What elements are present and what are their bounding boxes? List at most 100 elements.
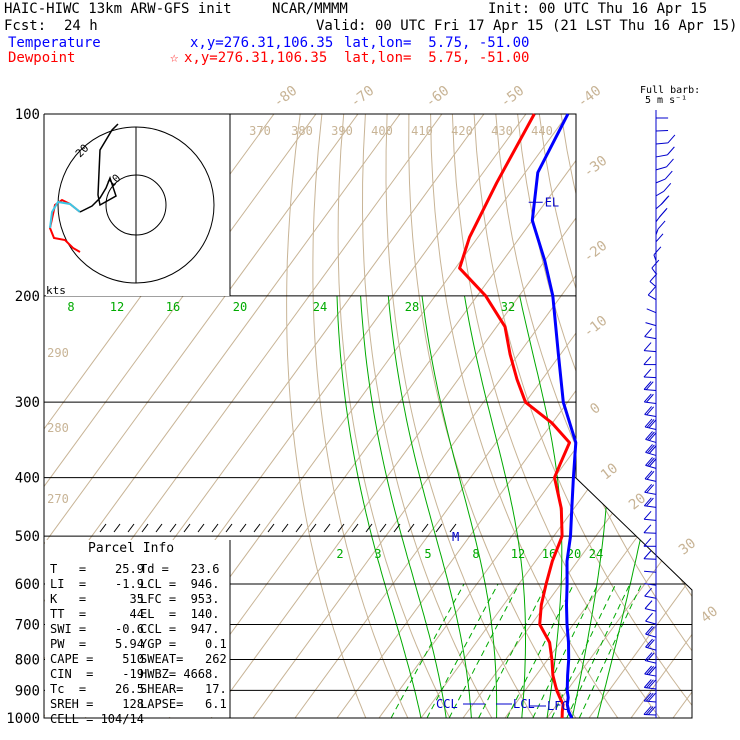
wind-barb-shaft bbox=[644, 595, 657, 599]
pressure-tick-label: 300 bbox=[15, 395, 40, 411]
wind-barb-flag bbox=[643, 356, 652, 365]
dry-adiabat-line bbox=[604, 114, 692, 718]
wind-barb-flag bbox=[644, 328, 653, 337]
wind-barb-shaft bbox=[644, 336, 657, 340]
wind-barb-flag bbox=[659, 208, 667, 218]
isotherm-side-label: 40 bbox=[698, 603, 721, 626]
lcl-label: LCL bbox=[513, 697, 535, 711]
parcel-info-value: EL = 140. bbox=[140, 607, 219, 621]
wind-barb-flag bbox=[646, 679, 654, 689]
wind-barb-shaft bbox=[649, 281, 657, 288]
wind-barb-flag bbox=[643, 393, 652, 403]
profile-temperature bbox=[530, 113, 578, 719]
wind-barb-flag bbox=[643, 381, 652, 390]
wind-barb-flag bbox=[657, 220, 666, 230]
mixing-ratio-line bbox=[426, 583, 499, 718]
hatch-tick bbox=[197, 523, 205, 533]
hatch-tick bbox=[323, 523, 331, 533]
hodograph-background bbox=[46, 116, 230, 296]
wind-barb-flag bbox=[644, 665, 653, 675]
parcel-info-label: SREH = 128 bbox=[50, 697, 144, 711]
parcel-info-value: HWBZ= 4668. bbox=[140, 667, 219, 681]
wind-barb-flag bbox=[646, 497, 654, 507]
dry-adiabat-line bbox=[337, 114, 451, 718]
parcel-info-label: K = 35 bbox=[50, 592, 144, 606]
dewpoint-star-icon: ☆ bbox=[170, 50, 179, 66]
wind-barb-shaft bbox=[643, 532, 657, 534]
wind-barb-flag bbox=[647, 444, 655, 454]
isotherm-line bbox=[44, 114, 418, 718]
wind-barb-shaft bbox=[655, 154, 668, 158]
parcel-info-label: T = 25.9 bbox=[50, 562, 144, 576]
mixing-ratio-lower-label: 2 bbox=[336, 547, 343, 561]
hatch-tick bbox=[267, 523, 275, 533]
parcel-info-label: CAPE = 510 bbox=[50, 652, 144, 666]
parcel-info-value: Td = 23.6 bbox=[140, 562, 219, 576]
hodograph-unit-label: kts bbox=[46, 284, 66, 297]
dry-adiabat-line bbox=[430, 114, 619, 718]
profile-dewpoint bbox=[458, 113, 571, 719]
theta-label: 430 bbox=[491, 124, 513, 138]
wind-barb-shaft bbox=[644, 700, 657, 703]
pressure-tick-label: 900 bbox=[15, 683, 40, 699]
wind-barb-flag bbox=[644, 600, 653, 609]
wind-barb-flag bbox=[648, 458, 657, 467]
dry-adiabat-line bbox=[735, 114, 740, 718]
mixing-ratio-upper-label: 24 bbox=[313, 300, 327, 314]
isotherm-line bbox=[462, 114, 692, 718]
wind-barb-flag bbox=[655, 233, 664, 243]
wind-barb-shaft bbox=[643, 558, 657, 560]
parcel-info-label: SWI = -0.6 bbox=[50, 622, 144, 636]
isotherm-side-label: -20 bbox=[581, 238, 611, 266]
hatch-tick bbox=[435, 523, 443, 533]
wind-barb-flag bbox=[644, 470, 653, 480]
parcel-info-background bbox=[45, 540, 230, 717]
temperature-latlon: lat,lon= 5.75, -51.00 bbox=[344, 35, 530, 51]
isotherm-side-label: 20 bbox=[626, 490, 649, 513]
mixing-ratio-lower-label: 20 bbox=[567, 547, 581, 561]
wind-barb-flag bbox=[645, 381, 654, 391]
hatch-tick bbox=[309, 523, 317, 533]
isotherm-line bbox=[168, 114, 628, 718]
hatch-tick bbox=[421, 523, 429, 533]
mixing-ratio-lower-label: 24 bbox=[589, 547, 603, 561]
hatch-tick bbox=[351, 523, 359, 533]
wind-barb-shaft bbox=[647, 294, 657, 301]
theta-label: 440 bbox=[531, 124, 553, 138]
wind-barb-flag bbox=[646, 406, 655, 416]
hatch-tick bbox=[141, 523, 149, 533]
el-label: EL bbox=[545, 195, 559, 209]
wind-barb-flag bbox=[649, 273, 658, 282]
wind-barb-flag bbox=[646, 470, 655, 480]
wind-barb-flag bbox=[643, 550, 652, 560]
wind-barb-flag bbox=[667, 134, 676, 144]
dewpoint-latlon: lat,lon= 5.75, -51.00 bbox=[344, 50, 530, 66]
wind-barb-flag bbox=[643, 497, 652, 507]
hatch-tick bbox=[225, 523, 233, 533]
isotherm-line bbox=[588, 114, 692, 718]
wind-barb-flag bbox=[643, 342, 652, 351]
theta-left-label: 290 bbox=[47, 346, 69, 360]
wind-barb-shaft bbox=[645, 322, 657, 327]
wind-barb-flag bbox=[643, 510, 652, 520]
hatch-tick bbox=[281, 523, 289, 533]
dry-adiabat-line bbox=[361, 114, 493, 718]
wind-barb-flag bbox=[645, 692, 654, 702]
theta-label: 400 bbox=[371, 124, 393, 138]
pressure-tick-label: 1000 bbox=[6, 711, 40, 727]
hatch-tick bbox=[169, 523, 177, 533]
isotherm-line bbox=[504, 114, 692, 718]
isotherm-top-label: -60 bbox=[423, 83, 453, 111]
isotherm-line bbox=[630, 114, 692, 718]
wind-barb-shaft bbox=[655, 166, 667, 171]
hatch-tick bbox=[295, 523, 303, 533]
wind-barb-flag bbox=[664, 170, 673, 180]
hatch-tick bbox=[253, 523, 261, 533]
wind-barb-flag bbox=[647, 626, 655, 635]
wind-barb-flag bbox=[646, 652, 655, 662]
wind-barb-shaft bbox=[645, 620, 657, 625]
theta-label: 420 bbox=[451, 124, 473, 138]
isotherm-top-label: -40 bbox=[575, 83, 605, 111]
dewpoint-legend: Dewpoint bbox=[8, 50, 76, 66]
